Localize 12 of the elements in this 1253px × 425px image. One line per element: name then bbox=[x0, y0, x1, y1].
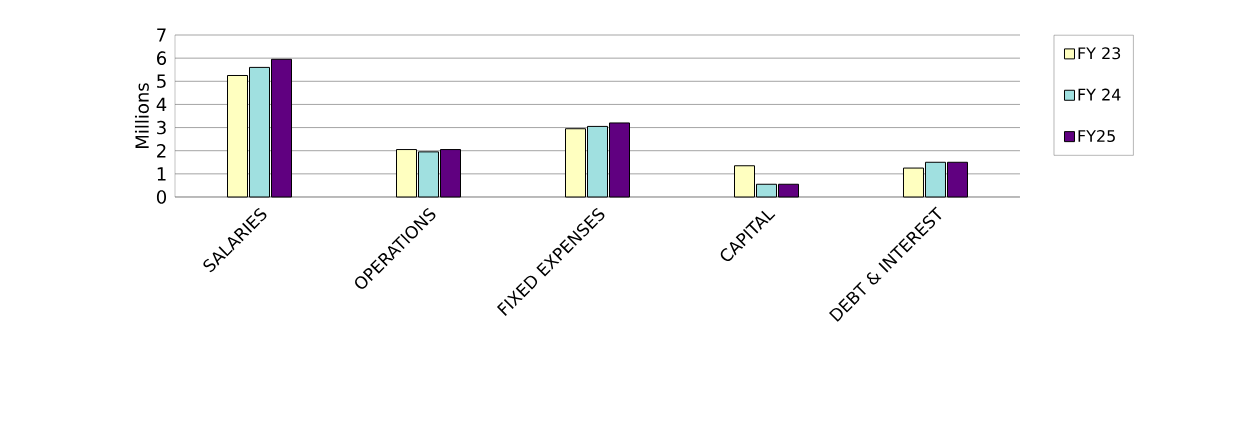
legend-label: FY25 bbox=[1078, 129, 1115, 143]
y-tick-label: 1 bbox=[157, 167, 166, 181]
y-tick-label: 5 bbox=[157, 74, 166, 88]
y-tick-label: 4 bbox=[156, 97, 167, 111]
y-tick-label: 6 bbox=[157, 51, 167, 65]
legend-label: FY 23 bbox=[1078, 47, 1121, 60]
y-tick-label: 3 bbox=[157, 120, 166, 135]
y-tick-label: 2 bbox=[157, 144, 166, 158]
y-tick-label: 7 bbox=[157, 28, 166, 42]
y-axis-title: Millions bbox=[134, 83, 149, 148]
y-tick-label: 0 bbox=[156, 190, 167, 204]
legend-label: FY 24 bbox=[1078, 88, 1121, 101]
